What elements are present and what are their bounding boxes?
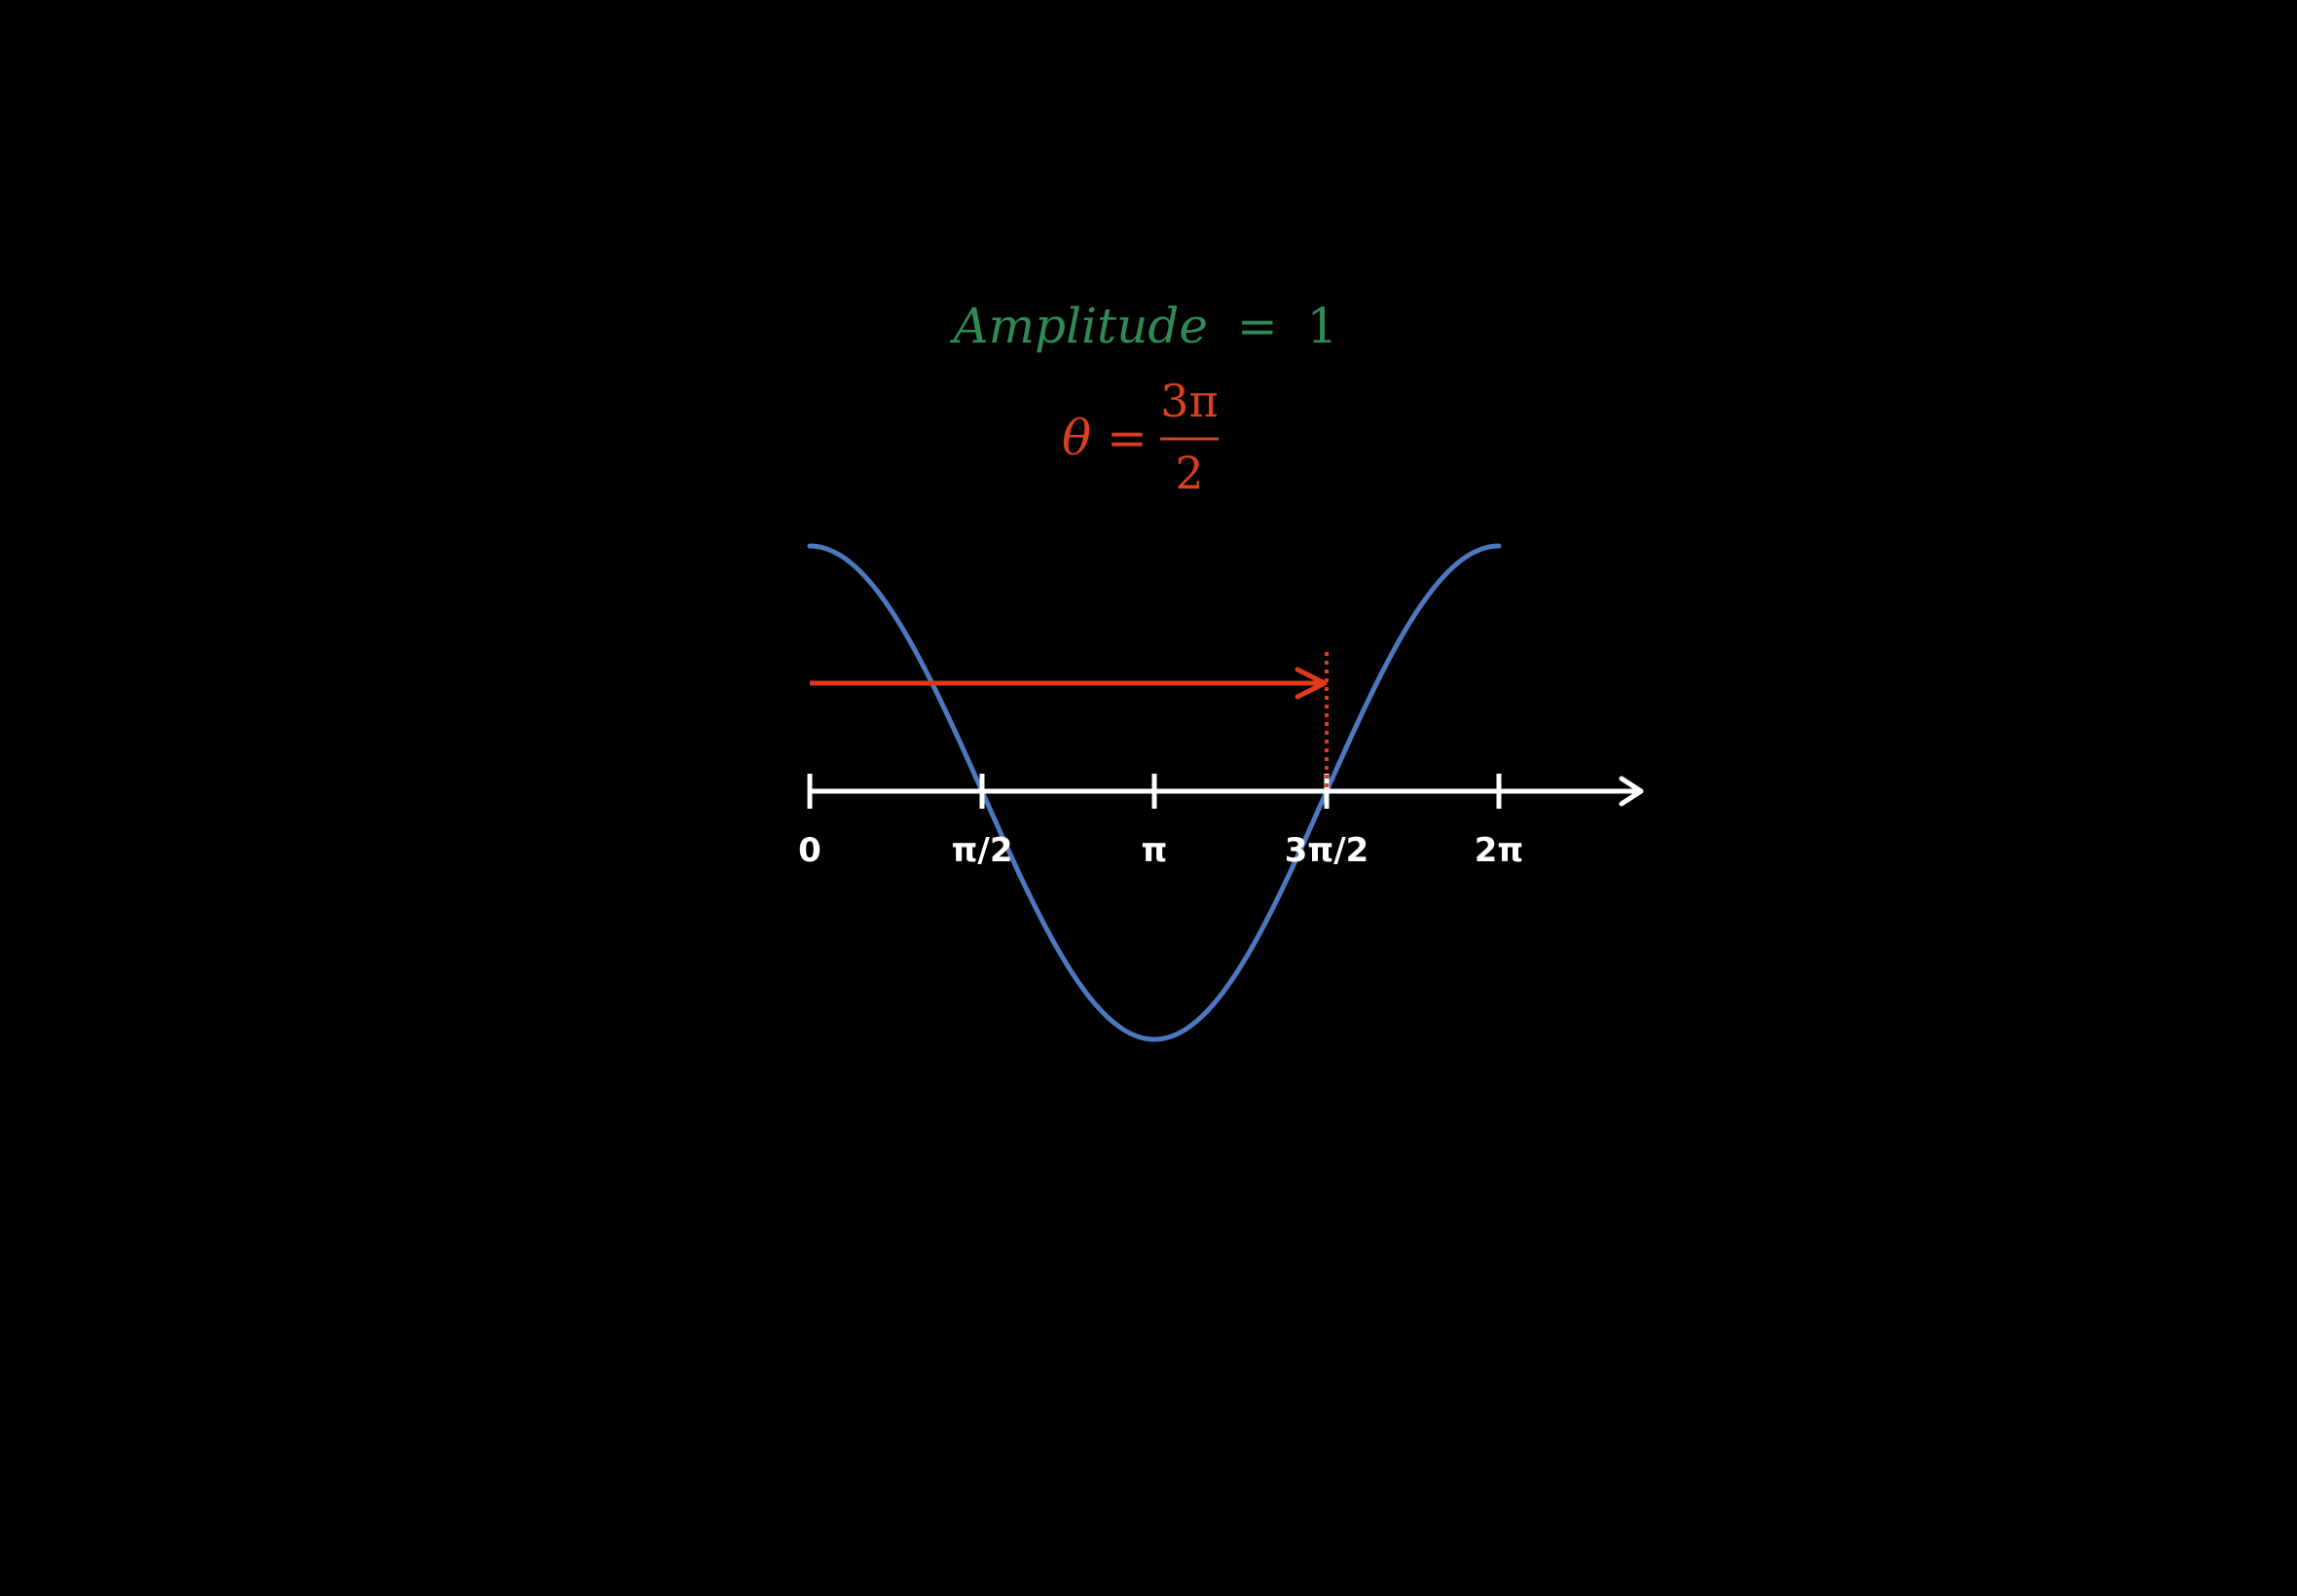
amplitude-value: 1 [1307,298,1338,354]
x-axis-tick-labels: 0 π/2 π 3π/2 2π [798,831,1523,870]
theta-symbol: θ [1062,410,1091,466]
x-axis-ticks [807,774,1502,809]
amplitude-label: Amplitude = 1 [950,298,1338,354]
x-tick-label: π/2 [952,831,1013,870]
cosine-curve [807,543,1502,1042]
phase-arrow-head [1294,667,1328,700]
x-tick-label: 3π/2 [1285,831,1369,870]
x-tick-label: π [1142,831,1168,870]
x-axis [810,776,1644,807]
x-tick-label: 2π [1475,831,1524,870]
amplitude-equals: = [1237,298,1278,354]
x-tick-label: 0 [798,831,821,870]
theta-label: θ = 3π 2 [1062,375,1219,499]
theta-equals: = [1107,410,1148,466]
theta-numerator: 3π [1160,375,1219,427]
theta-denominator: 2 [1175,447,1203,499]
amplitude-lhs: Amplitude [950,298,1208,354]
x-axis-arrowhead [1619,776,1644,807]
